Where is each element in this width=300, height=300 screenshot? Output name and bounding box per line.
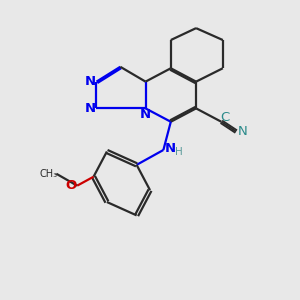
Text: N: N bbox=[238, 125, 247, 138]
Text: O: O bbox=[65, 179, 76, 192]
Text: C: C bbox=[220, 111, 230, 124]
Text: N: N bbox=[140, 108, 151, 122]
Text: H: H bbox=[175, 147, 183, 158]
Text: N: N bbox=[164, 142, 175, 155]
Text: N: N bbox=[84, 102, 95, 115]
Text: N: N bbox=[84, 75, 95, 88]
Text: CH₃: CH₃ bbox=[40, 169, 58, 179]
